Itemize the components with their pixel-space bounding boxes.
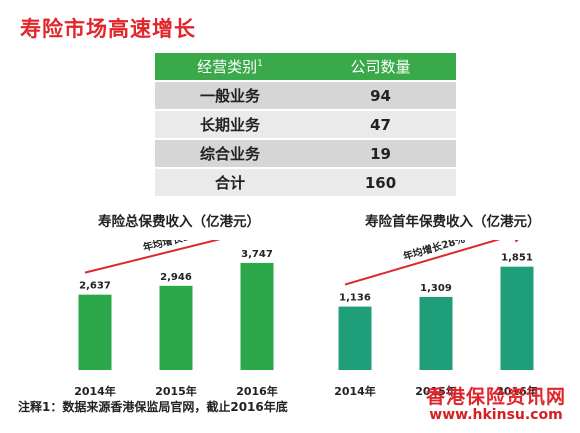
bar-2014年 — [338, 306, 372, 370]
data-label: 2,637 — [79, 281, 111, 292]
data-label: 1,851 — [501, 253, 533, 264]
category-label: 2016年 — [496, 384, 538, 398]
row-value: 19 — [305, 138, 456, 168]
growth-annotation: 年均增长19% — [142, 240, 207, 254]
header-count: 公司数量 — [305, 53, 456, 81]
category-label: 2015年 — [415, 384, 457, 398]
table-row: 长期业务 47 — [155, 109, 456, 139]
row-label: 合计 — [155, 167, 305, 196]
bar-2016年 — [500, 266, 534, 370]
data-label: 3,747 — [241, 249, 273, 260]
slide-title: 寿险市场高速增长 — [20, 17, 196, 41]
chart-title-first-year-premium: 寿险首年保费收入（亿港元） — [365, 214, 541, 230]
row-value: 160 — [305, 167, 456, 196]
watermark-url: www.hkinsu.com — [429, 406, 563, 423]
category-label: 2014年 — [74, 384, 116, 398]
row-value: 94 — [305, 80, 456, 110]
table-header-row: 经营类别1 公司数量 — [155, 53, 456, 81]
row-value: 47 — [305, 109, 456, 139]
footnote: 注释1：数据来源香港保监局官网，截止2016年底 — [18, 400, 288, 414]
table-row: 一般业务 94 — [155, 80, 456, 110]
category-label: 2014年 — [334, 384, 376, 398]
bar-2015年 — [159, 285, 193, 370]
header-category: 经营类别1 — [155, 53, 305, 81]
footnote-mark: 1 — [257, 59, 263, 69]
table-row: 综合业务 19 — [155, 138, 456, 168]
row-label: 一般业务 — [155, 80, 305, 110]
category-label: 2015年 — [155, 384, 197, 398]
bar-2016年 — [240, 262, 274, 370]
data-label: 1,309 — [420, 283, 452, 294]
growth-arrow — [344, 240, 529, 286]
chart-total-premium: 2,637 2014年 2,946 2015年 3,747 2016年 年均增长19% — [74, 240, 278, 398]
table-row: 合计 160 — [155, 167, 456, 196]
category-label: 2016年 — [236, 384, 278, 398]
row-label: 综合业务 — [155, 138, 305, 168]
bar-2014年 — [78, 294, 112, 370]
data-label: 1,136 — [339, 293, 371, 304]
watermark-name: 香港保险资讯网 — [425, 386, 566, 408]
chart-title-total-premium: 寿险总保费收入（亿港元） — [98, 214, 260, 230]
row-label: 长期业务 — [155, 109, 305, 139]
category-table: 经营类别1 公司数量 一般业务 94 长期业务 47 综合业务 19 合计 16… — [155, 53, 456, 196]
bar-2015年 — [419, 296, 453, 370]
growth-arrow — [84, 240, 221, 274]
data-label: 2,946 — [160, 272, 192, 283]
watermark-logo: 香港保险资讯网 www.hkinsu.com — [425, 386, 566, 423]
